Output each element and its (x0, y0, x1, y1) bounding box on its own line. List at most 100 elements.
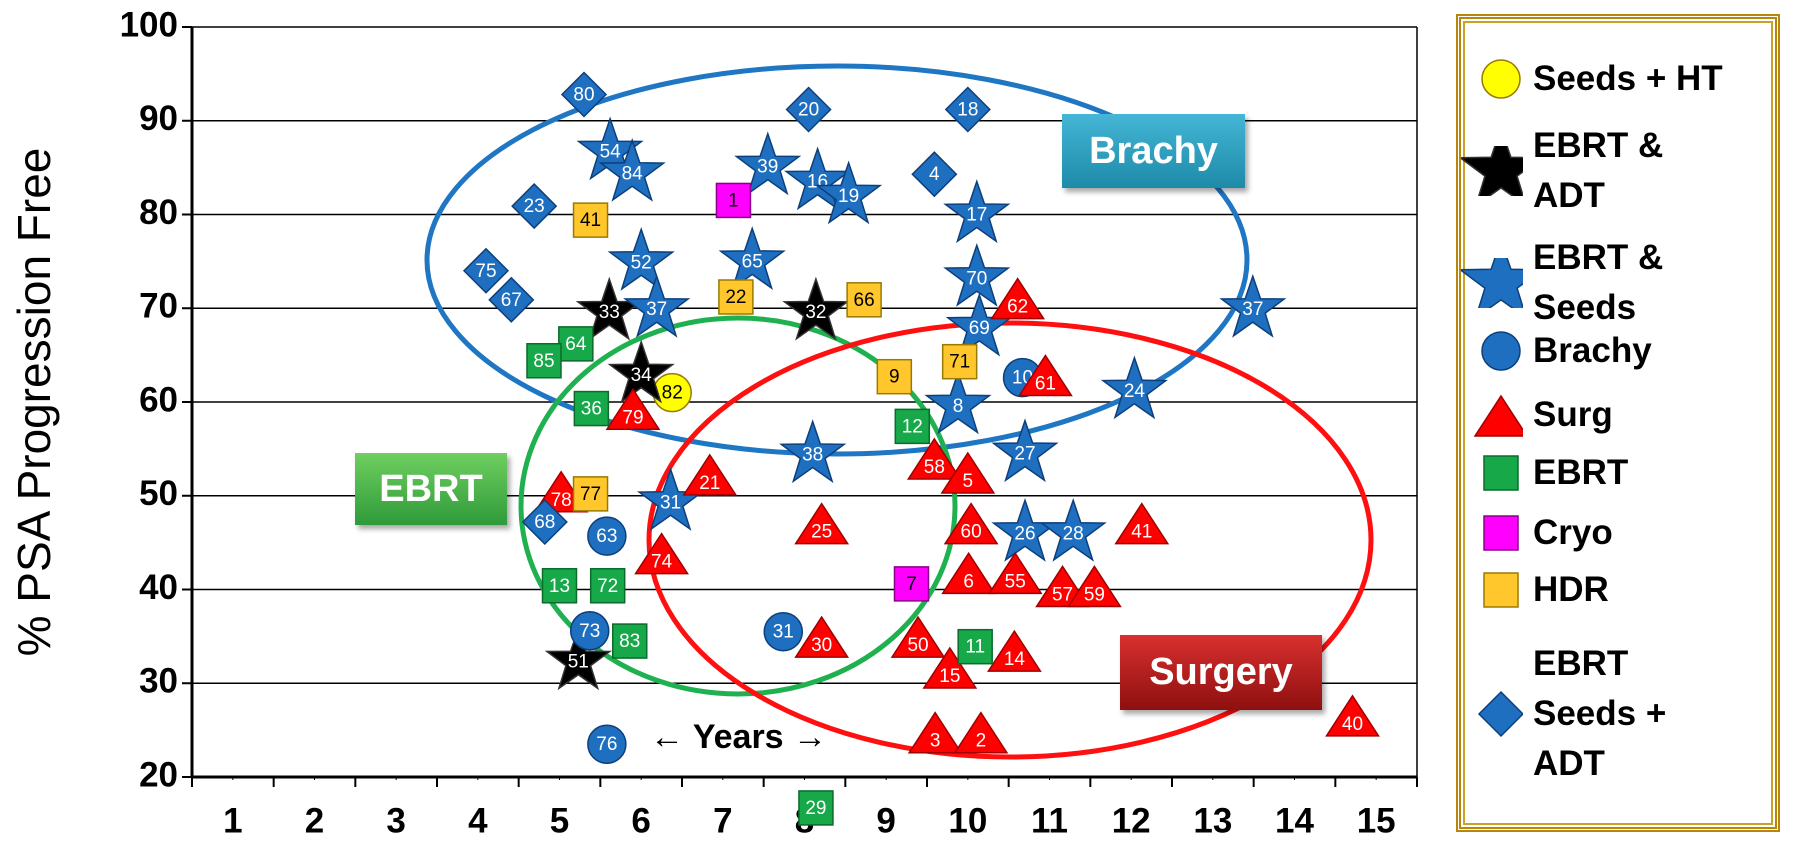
legend-entry: EBRT & Seeds (1461, 233, 1708, 333)
legend-icon (1481, 331, 1521, 371)
point-label: 76 (596, 734, 617, 755)
legend-icon (1477, 690, 1523, 738)
point-label: 8 (953, 396, 964, 417)
marker-square (893, 566, 930, 602)
marker-star (943, 242, 1011, 307)
marker-triangle (987, 629, 1042, 672)
marker-star (814, 160, 883, 225)
marker-circle (569, 611, 610, 651)
point-label: 67 (501, 290, 522, 311)
x-tick-label: 11 (1031, 801, 1068, 840)
marker-star (782, 276, 850, 341)
point-label: 84 (622, 163, 644, 184)
marker-triangle (890, 615, 946, 658)
marker-diamond (785, 86, 832, 133)
point-label: 32 (805, 302, 826, 323)
point-label: 71 (949, 352, 970, 373)
marker-triangle (907, 711, 963, 754)
point-label: 3 (930, 731, 941, 752)
point-label: 85 (533, 351, 554, 372)
marker-square (846, 282, 882, 318)
marker-diamond (488, 276, 535, 323)
point-label: 25 (811, 522, 832, 543)
legend-icon (1461, 146, 1523, 196)
ebrt-box: EBRT (355, 453, 507, 525)
point-label: 13 (549, 576, 570, 597)
y-axis-label: % PSA Progression Free (8, 148, 60, 657)
marker-circle (1481, 59, 1521, 99)
legend-label: Cryo (1533, 513, 1613, 552)
legend-entry: Brachy (1461, 326, 1783, 376)
point-label: 39 (757, 157, 778, 178)
legend-entry: Surg (1461, 390, 1783, 440)
point-label: 24 (1124, 381, 1146, 402)
marker-square (718, 279, 754, 315)
point-label: 59 (1084, 584, 1105, 605)
marker-square (1483, 455, 1519, 491)
legend-entry: HDR (1461, 565, 1783, 615)
point-label: 28 (1063, 523, 1084, 544)
x-tick-label: 7 (713, 801, 732, 840)
point-label: 37 (1242, 299, 1263, 320)
point-label: 66 (854, 290, 875, 311)
point-label: 27 (1014, 444, 1035, 465)
point-label: 63 (596, 526, 617, 547)
brachy-ellipse (424, 63, 1250, 457)
marker-star (783, 146, 852, 211)
legend-icon (1461, 258, 1523, 308)
point-label: 37 (646, 299, 667, 320)
annotation: Surgery (1149, 651, 1293, 693)
legend-label: EBRT & ADT (1533, 126, 1664, 215)
marker-diamond (521, 498, 568, 546)
point-label: 60 (961, 522, 982, 543)
legend-entry: EBRT & ADT (1461, 121, 1708, 221)
surgery-ellipse (646, 320, 1374, 760)
point-label: 62 (1007, 297, 1028, 318)
marker-triangle (940, 451, 996, 494)
marker-triangle (906, 437, 962, 480)
marker-triangle (1067, 565, 1122, 608)
point-label: 40 (1342, 714, 1363, 735)
x-tick-label: 6 (631, 801, 650, 840)
marker-triangle (953, 711, 1009, 754)
marker-triangle (1473, 394, 1523, 437)
point-label: 1 (728, 190, 739, 211)
marker-star (924, 370, 992, 435)
marker-diamond (511, 183, 558, 230)
y-tick-label: 20 (139, 755, 178, 794)
marker-triangle (605, 387, 661, 430)
marker-star (1100, 355, 1169, 420)
point-label: 74 (651, 552, 673, 573)
point-label: 54 (600, 142, 622, 163)
marker-square (1483, 572, 1519, 608)
point-label: 11 (965, 637, 985, 658)
marker-triangle (1114, 502, 1170, 545)
marker-triangle (682, 453, 738, 496)
point-label: 5 (963, 471, 974, 492)
marker-diamond (462, 247, 510, 294)
marker-square (1483, 515, 1519, 551)
marker-triangle (943, 502, 999, 545)
y-tick-label: 30 (139, 662, 178, 701)
legend-label: EBRT & Seeds (1533, 238, 1664, 327)
legend-label: HDR (1533, 570, 1609, 609)
point-label: 31 (660, 492, 681, 513)
x-tick-label: 15 (1357, 801, 1396, 840)
point-label: 6 (963, 571, 974, 592)
legend-label: EBRT Seeds + ADT (1533, 644, 1667, 783)
brachy-box: Brachy (1062, 114, 1245, 188)
legend-icon (1473, 394, 1523, 437)
marker-triangle (922, 646, 978, 689)
marker-star (779, 419, 847, 484)
marker-triangle (634, 532, 689, 575)
marker-star (1219, 273, 1287, 338)
point-label: 17 (966, 205, 987, 226)
legend-icon (1483, 572, 1519, 608)
x-tick-label: 4 (468, 801, 488, 840)
y-tick-label: 100 (120, 5, 178, 44)
legend-icon (1483, 515, 1519, 551)
marker-square (798, 790, 834, 826)
marker-square (876, 358, 913, 395)
point-label: 79 (622, 407, 643, 428)
marker-diamond (911, 151, 958, 198)
